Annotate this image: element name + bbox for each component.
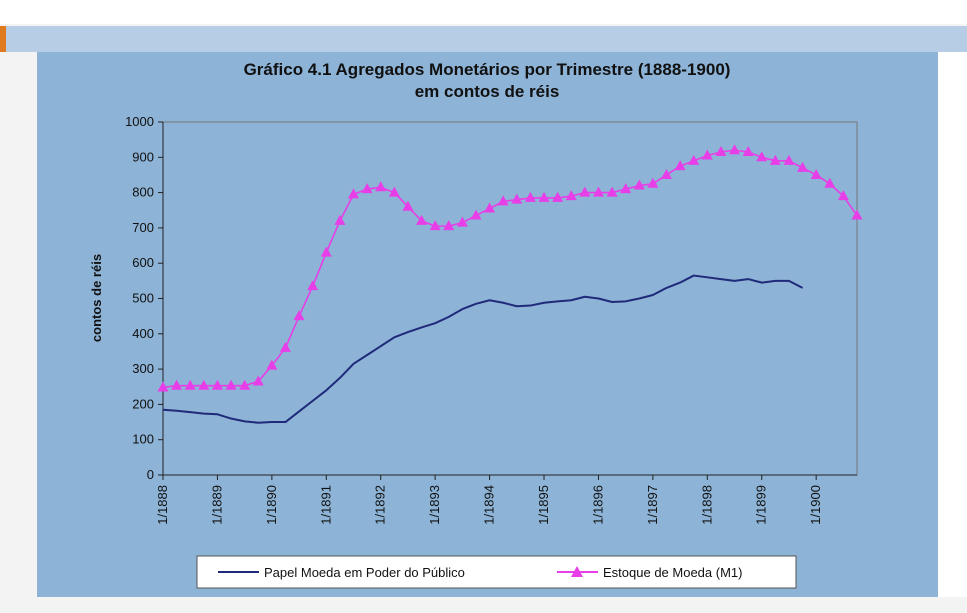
x-tick-label: 1/1892: [373, 485, 388, 525]
y-ticks: 0 100 200 300 400 500 600 700 800 900 1000: [125, 114, 163, 482]
y-tick-label: 800: [132, 185, 154, 200]
top-strip: [0, 0, 967, 24]
legend-marker-estoque: [571, 566, 583, 577]
x-tick-label: 1/1899: [754, 485, 769, 525]
y-tick-label: 900: [132, 149, 154, 164]
y-tick-label: 1000: [125, 114, 154, 129]
point-estoque: [701, 149, 713, 160]
point-estoque: [225, 379, 237, 390]
y-tick-label: 200: [132, 396, 154, 411]
accent-bar: [0, 26, 6, 52]
point-estoque: [538, 191, 550, 202]
legend-label-papel: Papel Moeda em Poder do Público: [264, 565, 465, 580]
point-estoque: [647, 177, 659, 188]
point-estoque: [184, 379, 196, 390]
x-tick-label: 1/1890: [264, 485, 279, 525]
x-tick-label: 1/1888: [155, 485, 170, 525]
point-estoque: [402, 200, 414, 211]
legend-box: [196, 555, 797, 589]
point-estoque: [592, 186, 604, 197]
x-ticks: 1/1888 1/1889 1/1890 1/1891 1/1892 1/1893 1/18…: [155, 475, 823, 525]
point-estoque: [198, 379, 210, 390]
legend-label-estoque: Estoque de Moeda (M1): [603, 565, 742, 580]
point-estoque: [660, 168, 672, 179]
point-estoque: [279, 341, 291, 352]
x-tick-label: 1/1895: [536, 485, 551, 525]
x-tick-label: 1/1891: [318, 485, 333, 525]
series-line-papel: [162, 274, 804, 424]
point-estoque: [606, 186, 618, 197]
point-estoque: [756, 151, 768, 162]
point-estoque: [674, 160, 686, 171]
point-estoque: [688, 154, 700, 165]
side-margin: [938, 52, 967, 597]
x-tick-label: 1/1893: [427, 485, 442, 525]
point-estoque: [797, 161, 809, 172]
point-estoque: [429, 220, 441, 231]
y-axis-label: contos de réis: [89, 254, 104, 342]
point-estoque: [307, 280, 319, 291]
point-estoque: [388, 186, 400, 197]
point-estoque: [810, 168, 822, 179]
point-estoque: [171, 379, 183, 390]
point-estoque: [579, 186, 591, 197]
chart-subtitle: em contos de réis: [415, 82, 560, 101]
x-tick-label: 1/1889: [209, 485, 224, 525]
point-estoque: [320, 246, 332, 257]
point-estoque: [565, 190, 577, 201]
point-estoque: [416, 214, 428, 225]
y-tick-label: 500: [132, 291, 154, 306]
point-estoque: [443, 220, 455, 231]
point-estoque: [824, 177, 836, 188]
y-tick-label: 600: [132, 255, 154, 270]
y-tick-label: 400: [132, 326, 154, 341]
point-estoque: [497, 195, 509, 206]
point-estoque: [729, 144, 741, 155]
header-band: [6, 26, 967, 52]
y-tick-label: 300: [132, 361, 154, 376]
point-estoque: [334, 214, 346, 225]
point-estoque: [211, 379, 223, 390]
point-estoque: [851, 209, 863, 220]
y-tick-label: 700: [132, 220, 154, 235]
point-estoque: [361, 183, 373, 194]
point-estoque: [620, 183, 632, 194]
x-tick-label: 1/1896: [590, 485, 605, 525]
point-estoque: [484, 202, 496, 213]
point-estoque: [742, 146, 754, 157]
y-tick-label: 100: [132, 432, 154, 447]
point-estoque: [511, 193, 523, 204]
x-tick-label: 1/1900: [808, 485, 823, 525]
point-estoque: [266, 359, 278, 370]
point-estoque: [783, 154, 795, 165]
point-estoque: [715, 146, 727, 157]
point-estoque: [456, 216, 468, 227]
point-estoque: [837, 190, 849, 201]
point-estoque: [769, 154, 781, 165]
chart-title: Gráfico 4.1 Agregados Monetários por Tri…: [244, 60, 731, 79]
point-estoque: [293, 310, 305, 321]
point-estoque: [348, 188, 360, 199]
point-estoque: [157, 381, 169, 392]
series-line-estoque: [162, 149, 858, 389]
series-layer: [157, 144, 863, 424]
point-estoque: [524, 191, 536, 202]
point-estoque: [470, 209, 482, 220]
plot-area: [162, 121, 858, 476]
y-tick-label: 0: [147, 467, 154, 482]
x-tick-label: 1/1898: [699, 485, 714, 525]
point-estoque: [552, 191, 564, 202]
x-tick-label: 1/1897: [645, 485, 660, 525]
point-estoque: [375, 181, 387, 192]
point-estoque: [252, 375, 264, 386]
point-estoque: [633, 179, 645, 190]
point-estoque: [239, 379, 251, 390]
x-tick-label: 1/1894: [482, 485, 497, 525]
